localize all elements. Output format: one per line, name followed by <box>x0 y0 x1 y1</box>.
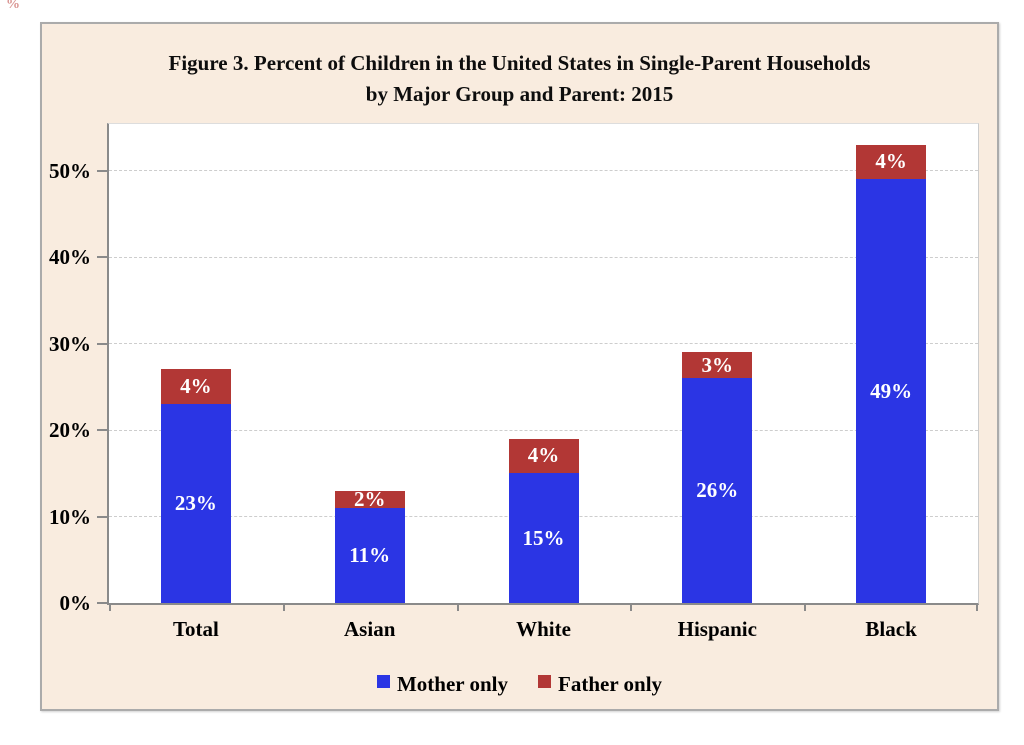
x-axis-label-black: Black <box>865 617 917 641</box>
legend-label: Father only <box>558 672 663 696</box>
bar-total-mother-only: 23% <box>160 404 231 603</box>
bar-value-label: 11% <box>349 542 391 567</box>
legend-swatch <box>376 675 390 688</box>
y-axis-label-30: 30% <box>49 331 91 356</box>
figure-title-line2: by Major Group and Parent: 2015 <box>365 82 674 106</box>
figure-panel: Figure 3. Percent of Children in the Uni… <box>40 22 999 711</box>
y-tick-0 <box>97 602 107 604</box>
y-axis-label-20: 20% <box>49 418 91 442</box>
y-tick-10 <box>97 515 107 518</box>
bar-value-label: 15% <box>522 525 565 550</box>
bar-hispanic-mother-only: 26% <box>682 378 753 603</box>
y-tick-40 <box>97 256 107 258</box>
bar-black-mother-only: 49% <box>856 179 927 603</box>
figure-title-line1: Figure 3. Percent of Children in the Uni… <box>168 51 871 75</box>
y-tick-50 <box>97 169 107 172</box>
bar-value-label: 23% <box>174 491 217 516</box>
bar-value-label: 4% <box>875 149 907 174</box>
x-tick-5 <box>976 603 978 611</box>
x-tick-0 <box>109 603 111 611</box>
legend: Mother only Father only <box>42 672 997 696</box>
legend-label: Mother only <box>396 672 508 696</box>
bar-black-father-only: 4% <box>856 144 927 180</box>
y-axis-label-10: 10% <box>49 504 91 529</box>
bar-value-label: 49% <box>870 378 913 403</box>
x-axis-label-asian: Asian <box>344 617 396 641</box>
legend-item-father-only: Father only <box>538 672 662 696</box>
bar-hispanic-father-only: 3% <box>682 352 753 379</box>
plot-area: 0% 10% 20% 30% 40% 50% Total 23% 4% Asian 11% 2% Whi… <box>49 123 979 641</box>
bar-asian-mother-only: 11% <box>334 507 405 603</box>
legend-item-mother-only: Mother only <box>376 672 508 696</box>
y-tick-20 <box>97 429 107 431</box>
gridline-50 <box>109 170 978 171</box>
stray-percent-mark: % <box>6 0 20 12</box>
x-tick-2 <box>456 603 459 611</box>
x-axis-label-hispanic: Hispanic <box>677 617 757 641</box>
x-axis-label-white: White <box>516 617 571 641</box>
bar-asian-father-only: 2% <box>334 486 405 511</box>
bar-value-label: 26% <box>696 478 739 503</box>
legend-swatch <box>538 675 551 688</box>
bar-white-father-only: 4% <box>508 438 579 474</box>
bar-value-label: 3% <box>701 352 734 377</box>
gridline-20 <box>109 429 978 431</box>
figure-title: Figure 3. Percent of Children in the Uni… <box>42 48 997 110</box>
x-tick-4 <box>804 603 807 611</box>
bar-white-mother-only: 15% <box>508 473 579 603</box>
y-axis-label-0: 0% <box>59 591 92 615</box>
y-axis-label-50: 50% <box>49 158 91 183</box>
x-axis-label-total: Total <box>172 617 219 641</box>
y-axis-label-40: 40% <box>49 245 91 269</box>
bar-total-father-only: 4% <box>160 369 231 405</box>
bar-value-label: 4% <box>180 374 212 399</box>
x-tick-1 <box>282 603 285 611</box>
x-tick-3 <box>630 603 633 611</box>
bar-value-label: 2% <box>353 486 386 511</box>
gridline-40 <box>109 256 978 258</box>
y-tick-30 <box>97 342 107 345</box>
bar-value-label: 4% <box>527 443 560 468</box>
gridline-30 <box>109 343 978 344</box>
